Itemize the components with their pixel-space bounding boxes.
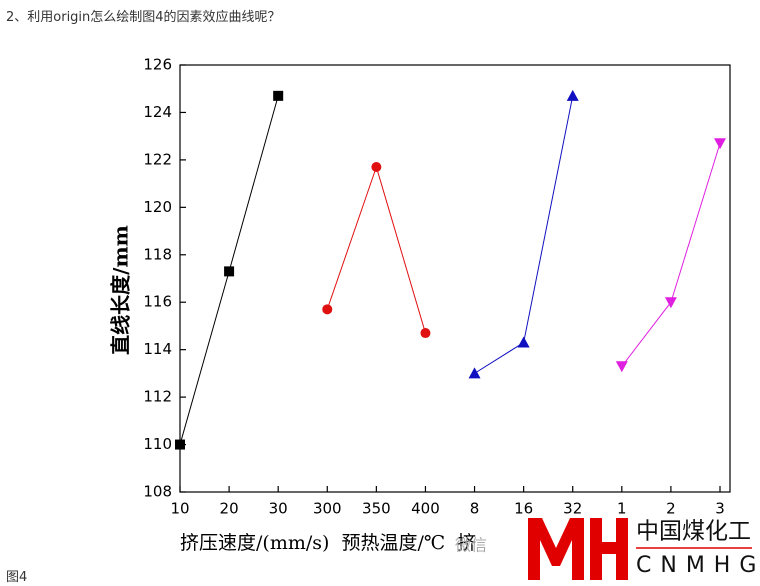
question: 2、利用origin怎么绘制图4的因素效应曲线呢？ [6,10,281,25]
marker [224,266,235,277]
x-tick-label: 32 [563,500,582,518]
marker [714,138,726,150]
x-tick-label: 350 [362,500,391,518]
x-tick-label: 30 [269,500,288,518]
marker [664,297,677,309]
marker [615,361,628,373]
brand-latin: CNMHG [636,553,760,578]
brand-name: 中国煤化工 [636,519,751,545]
watermark: 微信 中国煤化工 CNMHG [455,518,760,580]
x-tick-label: 20 [220,500,239,518]
x-tick-label: 1 [617,500,627,518]
marker [175,439,185,450]
y-tick-label: 112 [143,388,172,406]
plot-frame [179,64,731,493]
marker [273,90,284,101]
series-line [326,165,426,334]
series-line [474,95,574,374]
marker [517,336,530,348]
y-tick-label: 124 [143,103,172,121]
y-tick-label: 118 [143,245,172,263]
marker [566,89,579,101]
y-tick-label: 122 [143,150,172,168]
y-tick-label: 116 [143,293,172,311]
y-tick-label: 126 [143,56,172,74]
marker [322,304,333,315]
y-axis-label: 直线长度/mm [109,225,133,355]
logo-m [528,518,584,580]
x-tick-label: 8 [470,500,480,518]
y-tick-label: 120 [143,198,172,216]
y-tick-label: 110 [143,435,172,453]
x-tick-label: 16 [514,500,533,518]
marker [420,328,431,339]
y-tick-label: 108 [143,483,172,501]
caption: 图4 [6,570,28,585]
x-tick-label: 10 [170,500,189,518]
marker [371,162,382,173]
marker [468,367,481,379]
y-tick-label: 114 [143,340,172,358]
x-tick-label: 3 [715,500,725,518]
logo-h [590,518,628,580]
series-line [621,143,721,367]
x-axis-label: 挤压速度/(mm/s) 预热温度/℃ 挤 [180,532,476,554]
x-tick-label: 300 [313,500,342,518]
wechat-watermark: 微信 [455,536,487,555]
x-tick-label: 400 [411,500,440,518]
x-tick-label: 2 [666,500,676,518]
